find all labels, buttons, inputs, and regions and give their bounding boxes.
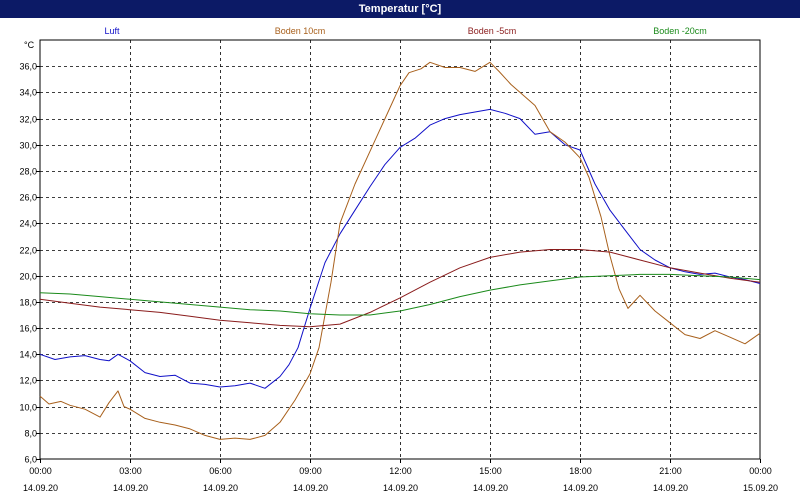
x-tick-time-label: 09:00 xyxy=(299,466,322,476)
x-tick-time-label: 00:00 xyxy=(749,466,772,476)
plot-frame xyxy=(39,39,761,460)
temperature-chart: 6,0 8,0 10,0 12,0 14,0 16,0 18,0 20,0 22,0 24,0 26… xyxy=(19,26,778,493)
x-tick-date-label: 14.09.20 xyxy=(293,483,328,493)
y-tick-label: 30,0 xyxy=(19,141,37,151)
series-line xyxy=(39,273,761,316)
chart-title: Temperatur [°C] xyxy=(0,0,800,18)
y-tick-label: 28,0 xyxy=(19,167,37,177)
x-tick-date-label: 14.09.20 xyxy=(563,483,598,493)
legend-entry: Boden -20cm xyxy=(653,26,707,36)
legend-entry: Boden 10cm xyxy=(275,26,326,36)
legend-entry: Luft xyxy=(104,26,120,36)
x-tick-time-label: 15:00 xyxy=(479,466,502,476)
y-tick-label: 18,0 xyxy=(19,298,37,308)
x-tick-date-label: 14.09.20 xyxy=(383,483,418,493)
y-tick-label: 34,0 xyxy=(19,88,37,98)
series-line xyxy=(39,61,761,440)
x-tick-time-label: 12:00 xyxy=(389,466,412,476)
x-tick-time-label: 21:00 xyxy=(659,466,682,476)
y-tick-label: 20,0 xyxy=(19,272,37,282)
x-tick-date-label: 14.09.20 xyxy=(113,483,148,493)
y-tick-label: 24,0 xyxy=(19,219,37,229)
x-tick-date-label: 15.09.20 xyxy=(743,483,778,493)
y-tick-label: 6,0 xyxy=(24,455,37,465)
y-tick-label: 10,0 xyxy=(19,403,37,413)
x-tick-date-label: 14.09.20 xyxy=(653,483,688,493)
series-line xyxy=(39,108,761,389)
y-tick-label: 16,0 xyxy=(19,324,37,334)
legend-entry: Boden -5cm xyxy=(468,26,517,36)
x-tick-time-label: 00:00 xyxy=(29,466,52,476)
x-tick-date-label: 14.09.20 xyxy=(23,483,58,493)
x-tick-date-label: 14.09.20 xyxy=(203,483,238,493)
y-tick-label: 8,0 xyxy=(24,429,37,439)
y-tick-label: 22,0 xyxy=(19,246,37,256)
y-tick-label: 36,0 xyxy=(19,62,37,72)
series-line xyxy=(39,249,761,328)
x-tick-time-label: 18:00 xyxy=(569,466,592,476)
y-axis-label: °C xyxy=(24,40,35,50)
y-tick-label: 14,0 xyxy=(19,350,37,360)
y-tick-label: 12,0 xyxy=(19,376,37,386)
y-tick-label: 26,0 xyxy=(19,193,37,203)
y-tick-label: 32,0 xyxy=(19,115,37,125)
x-tick-time-label: 03:00 xyxy=(119,466,142,476)
x-tick-time-label: 06:00 xyxy=(209,466,232,476)
x-tick-date-label: 14.09.20 xyxy=(473,483,508,493)
